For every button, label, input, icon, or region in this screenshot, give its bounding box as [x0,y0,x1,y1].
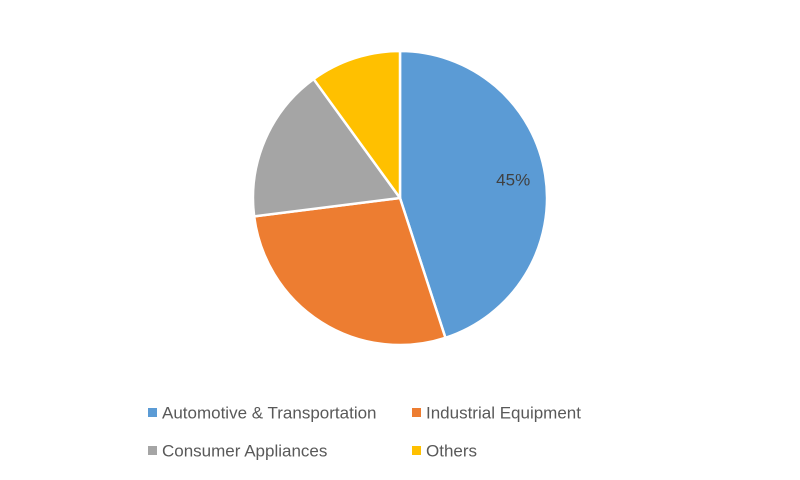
legend-item-others: Others [412,442,477,461]
pie-data-labels: 45% [496,171,530,190]
legend-swatch-automotive-and-transportation [148,408,157,417]
legend-swatch-industrial-equipment [412,408,421,417]
legend-label-automotive-and-transportation: Automotive & Transportation [162,404,377,423]
data-label-automotive-and-transportation: 45% [496,171,530,190]
legend-swatch-others [412,446,421,455]
legend-item-industrial-equipment: Industrial Equipment [412,404,581,423]
chart-legend: Automotive & Transportation Industrial Eq… [148,404,581,461]
legend-swatch-consumer-appliances [148,446,157,455]
legend-label-industrial-equipment: Industrial Equipment [426,404,581,423]
legend-label-others: Others [426,442,477,461]
pie-slices [251,49,549,347]
pie-slice-automotive-and-transportation [398,49,549,340]
pie-slice-consumer-appliances [251,77,402,218]
legend-label-consumer-appliances: Consumer Appliances [162,442,327,461]
legend-item-automotive-and-transportation: Automotive & Transportation [148,404,377,423]
pie-slice-others [312,49,402,200]
pie-slice-industrial-equipment [252,196,447,347]
legend-item-consumer-appliances: Consumer Appliances [148,442,327,461]
